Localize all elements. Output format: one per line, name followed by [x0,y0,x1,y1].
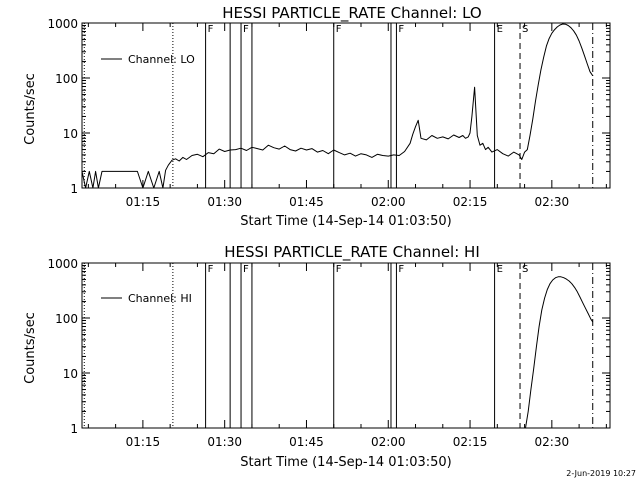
event-marker-label: F [243,24,249,35]
x-tick-label: 01:30 [207,435,242,449]
event-marker-label: E [497,24,503,35]
x-tick-label: 02:00 [371,195,406,209]
x-axis-label: Start Time (14-Sep-14 01:03:50) [240,455,451,470]
y-tick-label: 1 [70,182,78,196]
event-marker-label: F [208,24,214,35]
y-tick-label: 1000 [47,17,78,31]
event-marker-label: F [208,264,214,275]
x-tick-label: 02:15 [453,435,488,449]
x-tick-label: 01:30 [207,195,242,209]
plot-frame [81,262,611,429]
y-tick-label: 1000 [47,257,78,271]
generation-timestamp: 2-Jun-2019 10:27 [566,469,636,478]
x-tick-label: 02:30 [535,435,570,449]
legend-label: Channel: LO [128,53,195,66]
y-axis-label: Counts/sec [23,73,38,145]
event-marker-label: E [497,264,503,275]
y-tick-label: 100 [55,72,78,86]
x-tick-label: 01:45 [289,195,324,209]
y-axis-label: Counts/sec [23,312,38,384]
y-tick-label: 100 [55,312,78,326]
x-tick-label: 01:15 [126,195,161,209]
legend-label: Channel: HI [128,292,192,305]
event-marker-label: S [522,264,528,275]
series-line-channel-lo [81,23,594,189]
panel-hi: HESSI PARTICLE_RATE Channel: HI Start Ti… [23,243,611,470]
x-tick-label: 02:00 [371,435,406,449]
plot-frame [81,22,611,189]
chart-title: HESSI PARTICLE_RATE Channel: LO [222,4,481,23]
event-marker-label: F [398,24,404,35]
chart-title: HESSI PARTICLE_RATE Channel: HI [224,243,480,262]
y-tick-label: 1 [70,422,78,436]
x-axis-label: Start Time (14-Sep-14 01:03:50) [240,214,451,229]
y-tick-label: 10 [63,367,78,381]
series-line-channel-hi [525,276,594,429]
event-marker-label: F [398,264,404,275]
event-marker-label: S [522,24,528,35]
event-marker-label: F [336,264,342,275]
event-marker-label: F [243,264,249,275]
x-tick-label: 01:45 [289,435,324,449]
y-tick-label: 10 [63,127,78,141]
event-marker-label: F [336,24,342,35]
x-tick-label: 02:15 [453,195,488,209]
panel-lo: HESSI PARTICLE_RATE Channel: LO Start Ti… [23,4,611,229]
x-tick-label: 01:15 [126,435,161,449]
x-tick-label: 02:30 [535,195,570,209]
